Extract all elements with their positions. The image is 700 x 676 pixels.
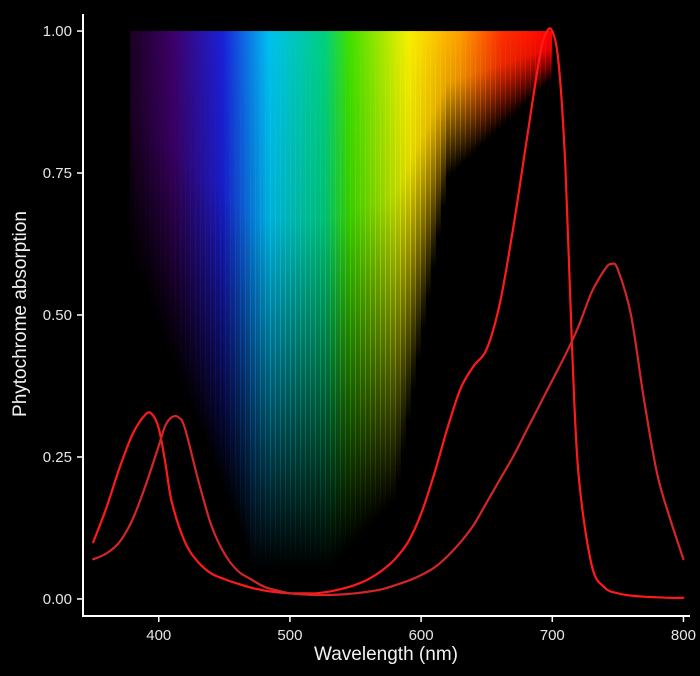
x-axis-title: Wavelength (nm) [314, 644, 458, 665]
y-tick-label: 0.00 [43, 591, 72, 608]
y-tick-label: 0.25 [43, 449, 72, 466]
absorption-curve-2 [92, 262, 685, 597]
y-tick-label: 0.75 [43, 165, 72, 182]
x-tick-label: 400 [146, 627, 171, 644]
y-axis-title: Phytochrome absorption [10, 211, 31, 417]
x-tick-label: 800 [671, 627, 696, 644]
y-tick-label: 0.50 [43, 307, 72, 324]
x-tick-label: 500 [277, 627, 302, 644]
visible-spectrum-band [129, 31, 553, 617]
x-tick-label: 700 [540, 627, 565, 644]
y-tick-label: 1.00 [43, 23, 72, 40]
x-tick-label: 600 [409, 627, 434, 644]
absorption-curve-1 [92, 27, 685, 599]
